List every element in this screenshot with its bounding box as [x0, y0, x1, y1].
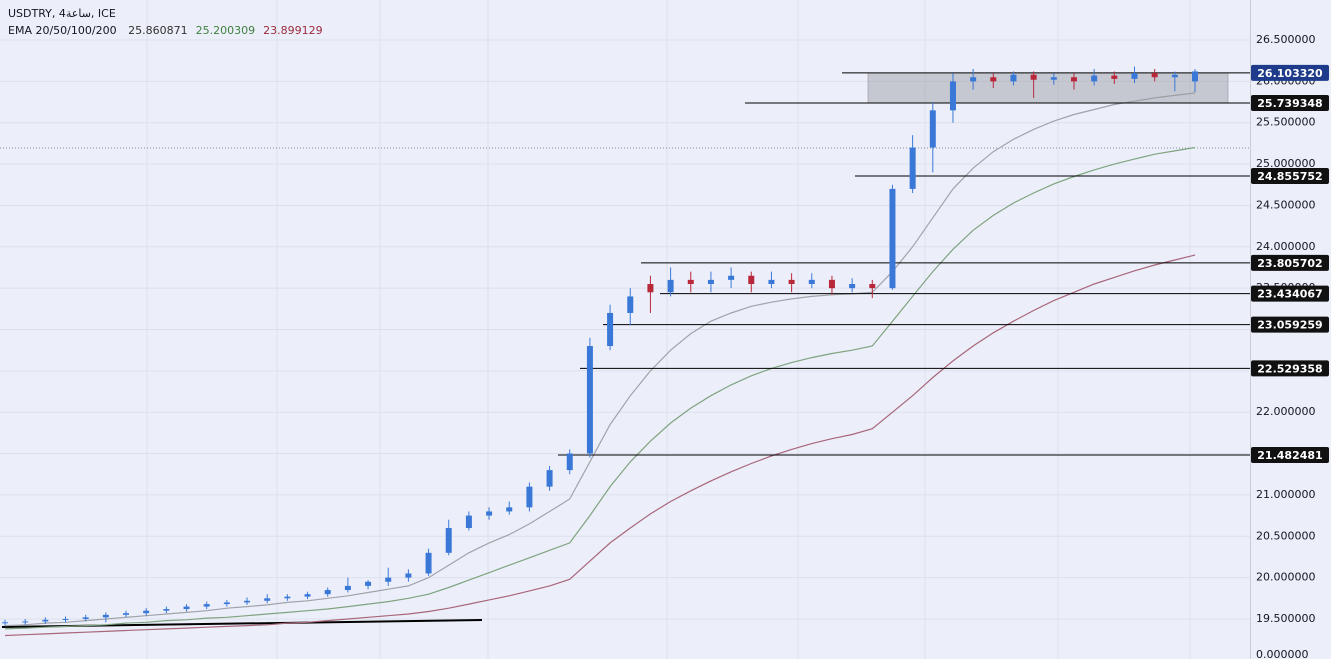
price-tag-label: 23.434067 [1257, 288, 1322, 301]
y-tick-label: 24.000000 [1256, 240, 1316, 253]
candle-body [828, 279, 835, 289]
candle-body [1091, 75, 1098, 82]
candle-body [344, 585, 351, 591]
candle-body [1070, 77, 1077, 82]
y-tick-label: 24.500000 [1256, 198, 1316, 211]
candle-body [102, 614, 109, 618]
symbol-title: USDTRY, 4ساعة, ICE [8, 7, 116, 20]
candle-body [1151, 73, 1158, 78]
candle-body [365, 581, 372, 586]
y-tick-label: 0.000000 [1256, 648, 1309, 659]
candle-body [768, 279, 775, 285]
y-tick-label: 20.500000 [1256, 529, 1316, 542]
candle-body [949, 81, 956, 111]
candle-body [566, 453, 573, 471]
candle-body [425, 552, 432, 574]
price-tag-label: 23.059259 [1257, 319, 1322, 332]
y-tick-label: 22.000000 [1256, 405, 1316, 418]
price-tag [1251, 94, 1329, 111]
candle-body [808, 279, 815, 285]
candle-body [586, 346, 593, 454]
y-tick-label: 19.500000 [1256, 612, 1316, 625]
price-tag-label: 26.103320 [1257, 67, 1323, 80]
price-tag [1251, 316, 1329, 333]
y-tick-label: 20.000000 [1256, 571, 1316, 584]
candle-body [748, 275, 755, 285]
candle-body [123, 613, 130, 615]
candle-body [183, 606, 190, 610]
price-tag-label: 21.482481 [1257, 449, 1322, 462]
candle-body [788, 279, 795, 285]
candle-body [244, 600, 251, 603]
price-tag [1251, 360, 1329, 377]
candle-body [163, 609, 170, 611]
candle-body [1111, 75, 1118, 79]
ema-line [4, 254, 1196, 637]
price-tag [1251, 447, 1329, 464]
price-tag-label: 24.855752 [1257, 170, 1322, 183]
candle-body [143, 610, 150, 614]
candle-body [889, 188, 896, 289]
candle-body [284, 596, 291, 599]
candle-body [62, 618, 69, 620]
candle-body [385, 577, 392, 582]
candle-body [687, 279, 694, 285]
candle-body [1171, 74, 1178, 78]
y-tick-label: 26.500000 [1256, 33, 1316, 46]
price-tag [1251, 254, 1329, 271]
vertical-grid [0, 0, 1250, 659]
candle-body [647, 284, 654, 293]
price-tag [1251, 285, 1329, 302]
price-tag-label: 25.739348 [1257, 97, 1322, 110]
candle-body [223, 602, 230, 605]
candle-body [1030, 74, 1037, 80]
indicator-value: 25.200309 [196, 24, 256, 37]
candle-body [304, 594, 311, 597]
candle-body [405, 573, 412, 578]
price-tag [1251, 168, 1329, 185]
candle-body [22, 621, 29, 623]
candle-body [667, 279, 674, 293]
candle-body [324, 590, 331, 595]
candle-body [264, 598, 271, 601]
indicator-label: EMA 20/50/100/200 [8, 24, 117, 37]
y-tick-label: 25.500000 [1256, 116, 1316, 129]
candle-body [82, 617, 89, 619]
price-tag-label: 23.805702 [1257, 257, 1322, 270]
candle-body [2, 622, 8, 624]
indicator-row: EMA 20/50/100/200 25.860871 25.200309 23.8… [8, 24, 323, 37]
candle-body [203, 604, 210, 607]
candle-body [1131, 73, 1138, 79]
ema-line [4, 92, 1196, 627]
indicator-value: 23.899129 [263, 24, 323, 37]
candle-body [869, 284, 876, 289]
candle-body [990, 77, 997, 82]
candle-body [465, 515, 472, 528]
price-tag [1251, 64, 1329, 81]
candle-body [1050, 77, 1057, 80]
candle-body [627, 296, 634, 313]
candle-body [445, 527, 452, 553]
price-tag-label: 22.529358 [1257, 362, 1322, 375]
candle-body [909, 147, 916, 189]
candle-body [486, 511, 493, 516]
range-box [867, 72, 1229, 104]
y-tick-label: 21.000000 [1256, 488, 1316, 501]
candle-body [607, 312, 614, 347]
candle-body [707, 279, 714, 285]
candle-body [1010, 74, 1017, 82]
candle-body [849, 284, 856, 289]
indicator-value: 25.860871 [128, 24, 188, 37]
candle-body [42, 619, 49, 622]
candle-body [526, 486, 533, 508]
candle-body [1192, 71, 1198, 82]
candle-body [970, 77, 977, 82]
candle-body [929, 110, 936, 148]
candle-body [728, 275, 735, 280]
ema-line [4, 146, 1196, 630]
y-tick-label: 25.000000 [1256, 157, 1316, 170]
candle-body [546, 470, 553, 487]
candle-body [506, 507, 513, 512]
